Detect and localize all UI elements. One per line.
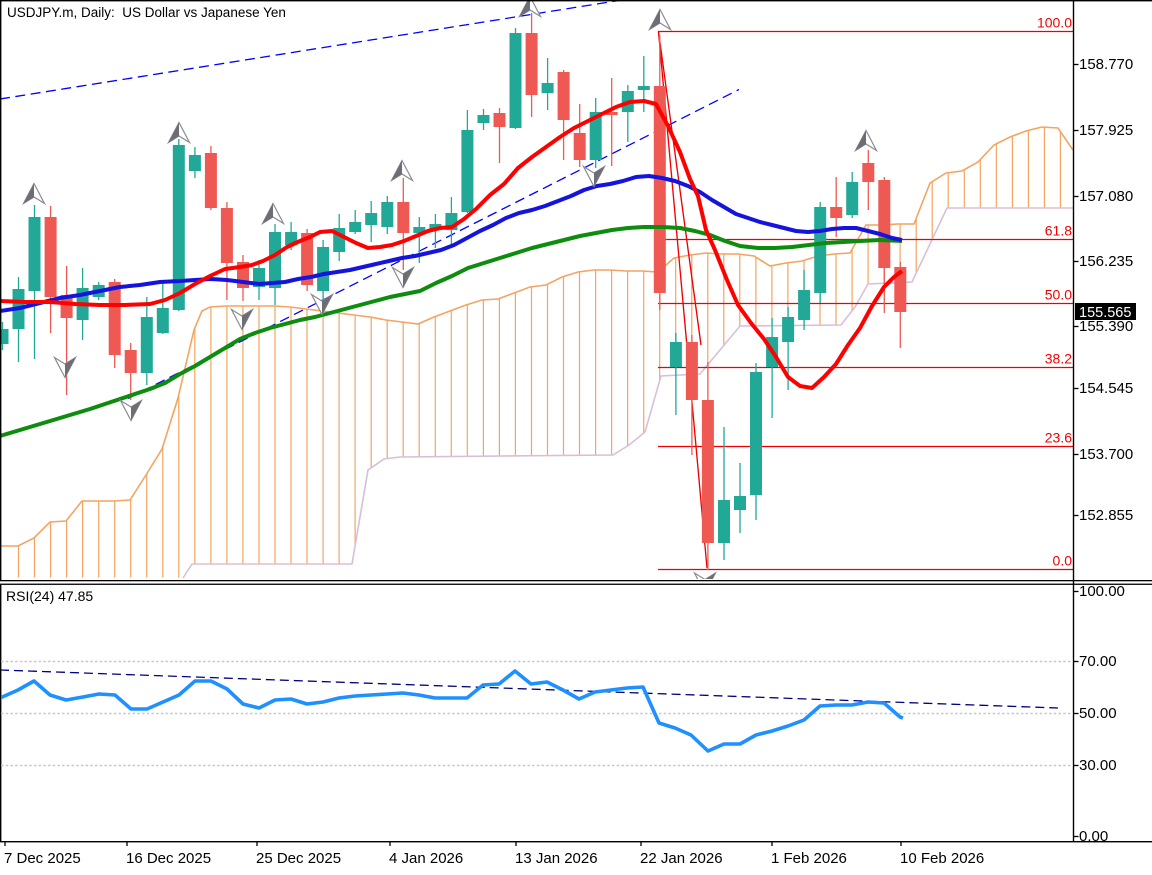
svg-text:13 Jan 2026: 13 Jan 2026 xyxy=(515,850,598,867)
svg-text:157.080: 157.080 xyxy=(1079,188,1133,205)
svg-text:23.6: 23.6 xyxy=(1045,430,1072,446)
svg-text:50.0: 50.0 xyxy=(1045,287,1072,303)
svg-text:154.545: 154.545 xyxy=(1079,380,1133,397)
svg-text:1 Feb 2026: 1 Feb 2026 xyxy=(771,850,847,867)
svg-text:155.565: 155.565 xyxy=(1079,305,1131,321)
svg-text:38.2: 38.2 xyxy=(1045,351,1072,367)
svg-text:100.0: 100.0 xyxy=(1037,15,1072,31)
svg-text:156.235: 156.235 xyxy=(1079,253,1133,270)
svg-text:70.00: 70.00 xyxy=(1079,653,1117,670)
svg-text:155.390: 155.390 xyxy=(1079,318,1133,335)
svg-text:61.8: 61.8 xyxy=(1045,223,1072,239)
svg-text:25 Dec 2025: 25 Dec 2025 xyxy=(256,850,341,867)
svg-text:152.855: 152.855 xyxy=(1079,507,1133,524)
svg-text:157.925: 157.925 xyxy=(1079,122,1133,139)
svg-text:USDJPY.m, Daily: US Dollar vs: USDJPY.m, Daily: US Dollar vs Japanese Y… xyxy=(7,5,286,20)
svg-text:10 Feb 2026: 10 Feb 2026 xyxy=(900,850,984,867)
svg-text:158.770: 158.770 xyxy=(1079,56,1133,73)
svg-text:22 Jan 2026: 22 Jan 2026 xyxy=(640,850,723,867)
svg-text:RSI(24) 47.85: RSI(24) 47.85 xyxy=(6,588,93,604)
svg-text:0.0: 0.0 xyxy=(1053,553,1073,569)
svg-text:153.700: 153.700 xyxy=(1079,446,1133,463)
svg-text:16 Dec 2025: 16 Dec 2025 xyxy=(126,850,211,867)
svg-text:30.00: 30.00 xyxy=(1079,757,1117,774)
svg-text:100.00: 100.00 xyxy=(1079,583,1125,600)
svg-text:7 Dec 2025: 7 Dec 2025 xyxy=(4,850,81,867)
svg-text:4 Jan 2026: 4 Jan 2026 xyxy=(389,850,463,867)
svg-text:0.00: 0.00 xyxy=(1079,828,1108,845)
svg-text:50.00: 50.00 xyxy=(1079,705,1117,722)
